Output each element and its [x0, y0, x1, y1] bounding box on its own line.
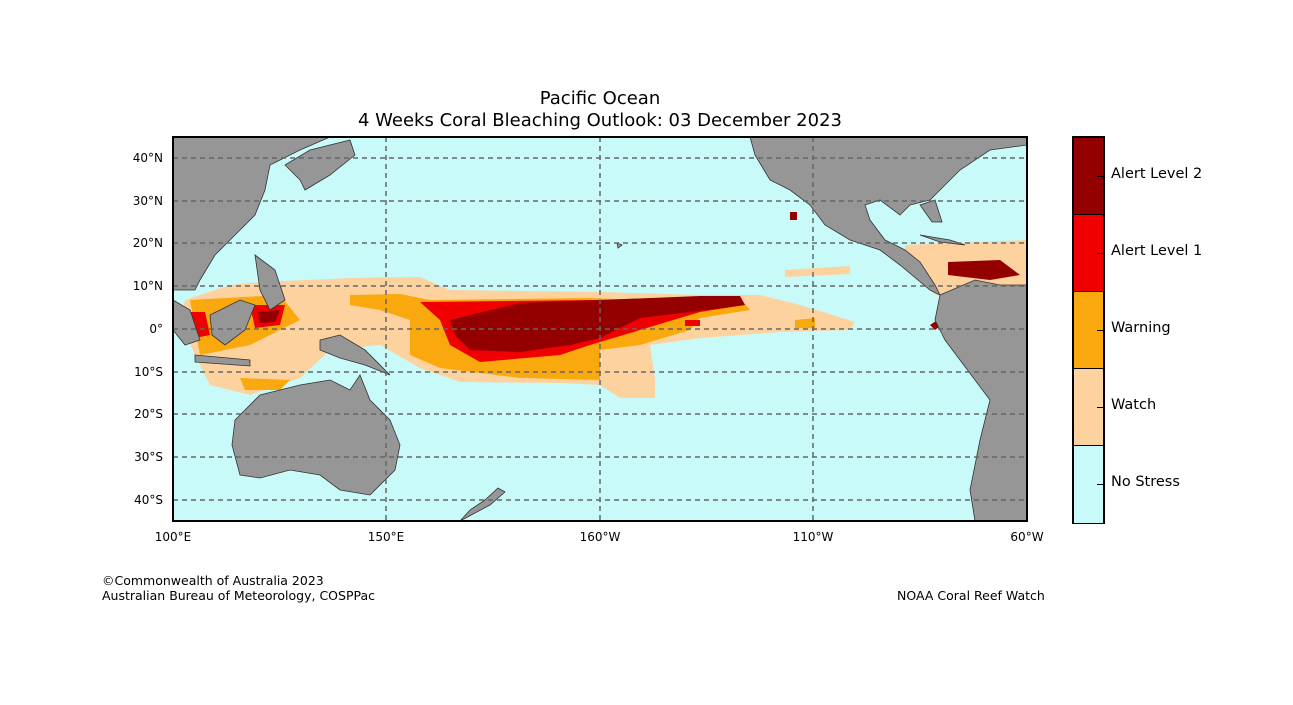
lat-label: 40°N	[132, 151, 163, 165]
colorbar-alert-level-2	[1074, 138, 1103, 215]
map-frame	[172, 136, 1028, 522]
lat-label: 40°S	[134, 493, 163, 507]
lat-label: 20°S	[134, 407, 163, 421]
lon-label: 110°W	[792, 530, 834, 544]
asia	[173, 137, 331, 291]
copyright-text: ©Commonwealth of Australia 2023	[102, 573, 324, 588]
credit-text: NOAA Coral Reef Watch	[897, 588, 1045, 603]
lon-label: 160°W	[579, 530, 621, 544]
java	[194, 354, 251, 367]
australia	[231, 374, 401, 496]
hawaii	[616, 242, 623, 249]
north-america	[749, 137, 1027, 296]
map-subtitle: 4 Weeks Coral Bleaching Outlook: 03 Dece…	[357, 110, 842, 131]
colorbar-warning	[1074, 292, 1103, 369]
legend-label: No Stress	[1111, 474, 1180, 490]
sumatra	[173, 299, 201, 346]
lat-label: 30°N	[132, 194, 163, 208]
lon-label: 60°W	[1010, 530, 1044, 544]
borneo	[209, 299, 256, 346]
land	[173, 137, 1027, 521]
colorbar-alert-level-1	[1074, 215, 1103, 292]
colorbar	[1072, 136, 1105, 524]
map-title: Pacific Ocean	[539, 88, 661, 109]
japan	[284, 139, 356, 191]
lat-label: 10°S	[134, 365, 163, 379]
lat-label: 30°S	[134, 450, 163, 464]
south-america	[934, 279, 1027, 521]
new-zealand	[459, 487, 506, 521]
philippines	[254, 254, 286, 311]
lon-label: 150°E	[367, 530, 405, 544]
legend-label: Alert Level 2	[1111, 166, 1203, 182]
legend-label: Watch	[1111, 397, 1157, 413]
cuba	[919, 234, 966, 246]
new-guinea	[319, 334, 391, 376]
agency-text: Australian Bureau of Meteorology, COSPPa…	[102, 588, 375, 603]
lat-label: 0°	[149, 322, 163, 336]
colorbar-no-stress	[1074, 446, 1103, 523]
colorbar-watch	[1074, 369, 1103, 446]
graticule	[173, 137, 1027, 521]
lat-label: 10°N	[132, 279, 163, 293]
lon-label: 100°E	[154, 530, 192, 544]
legend-label: Warning	[1111, 320, 1171, 336]
legend-label: Alert Level 1	[1111, 243, 1203, 259]
lat-label: 20°N	[132, 236, 163, 250]
